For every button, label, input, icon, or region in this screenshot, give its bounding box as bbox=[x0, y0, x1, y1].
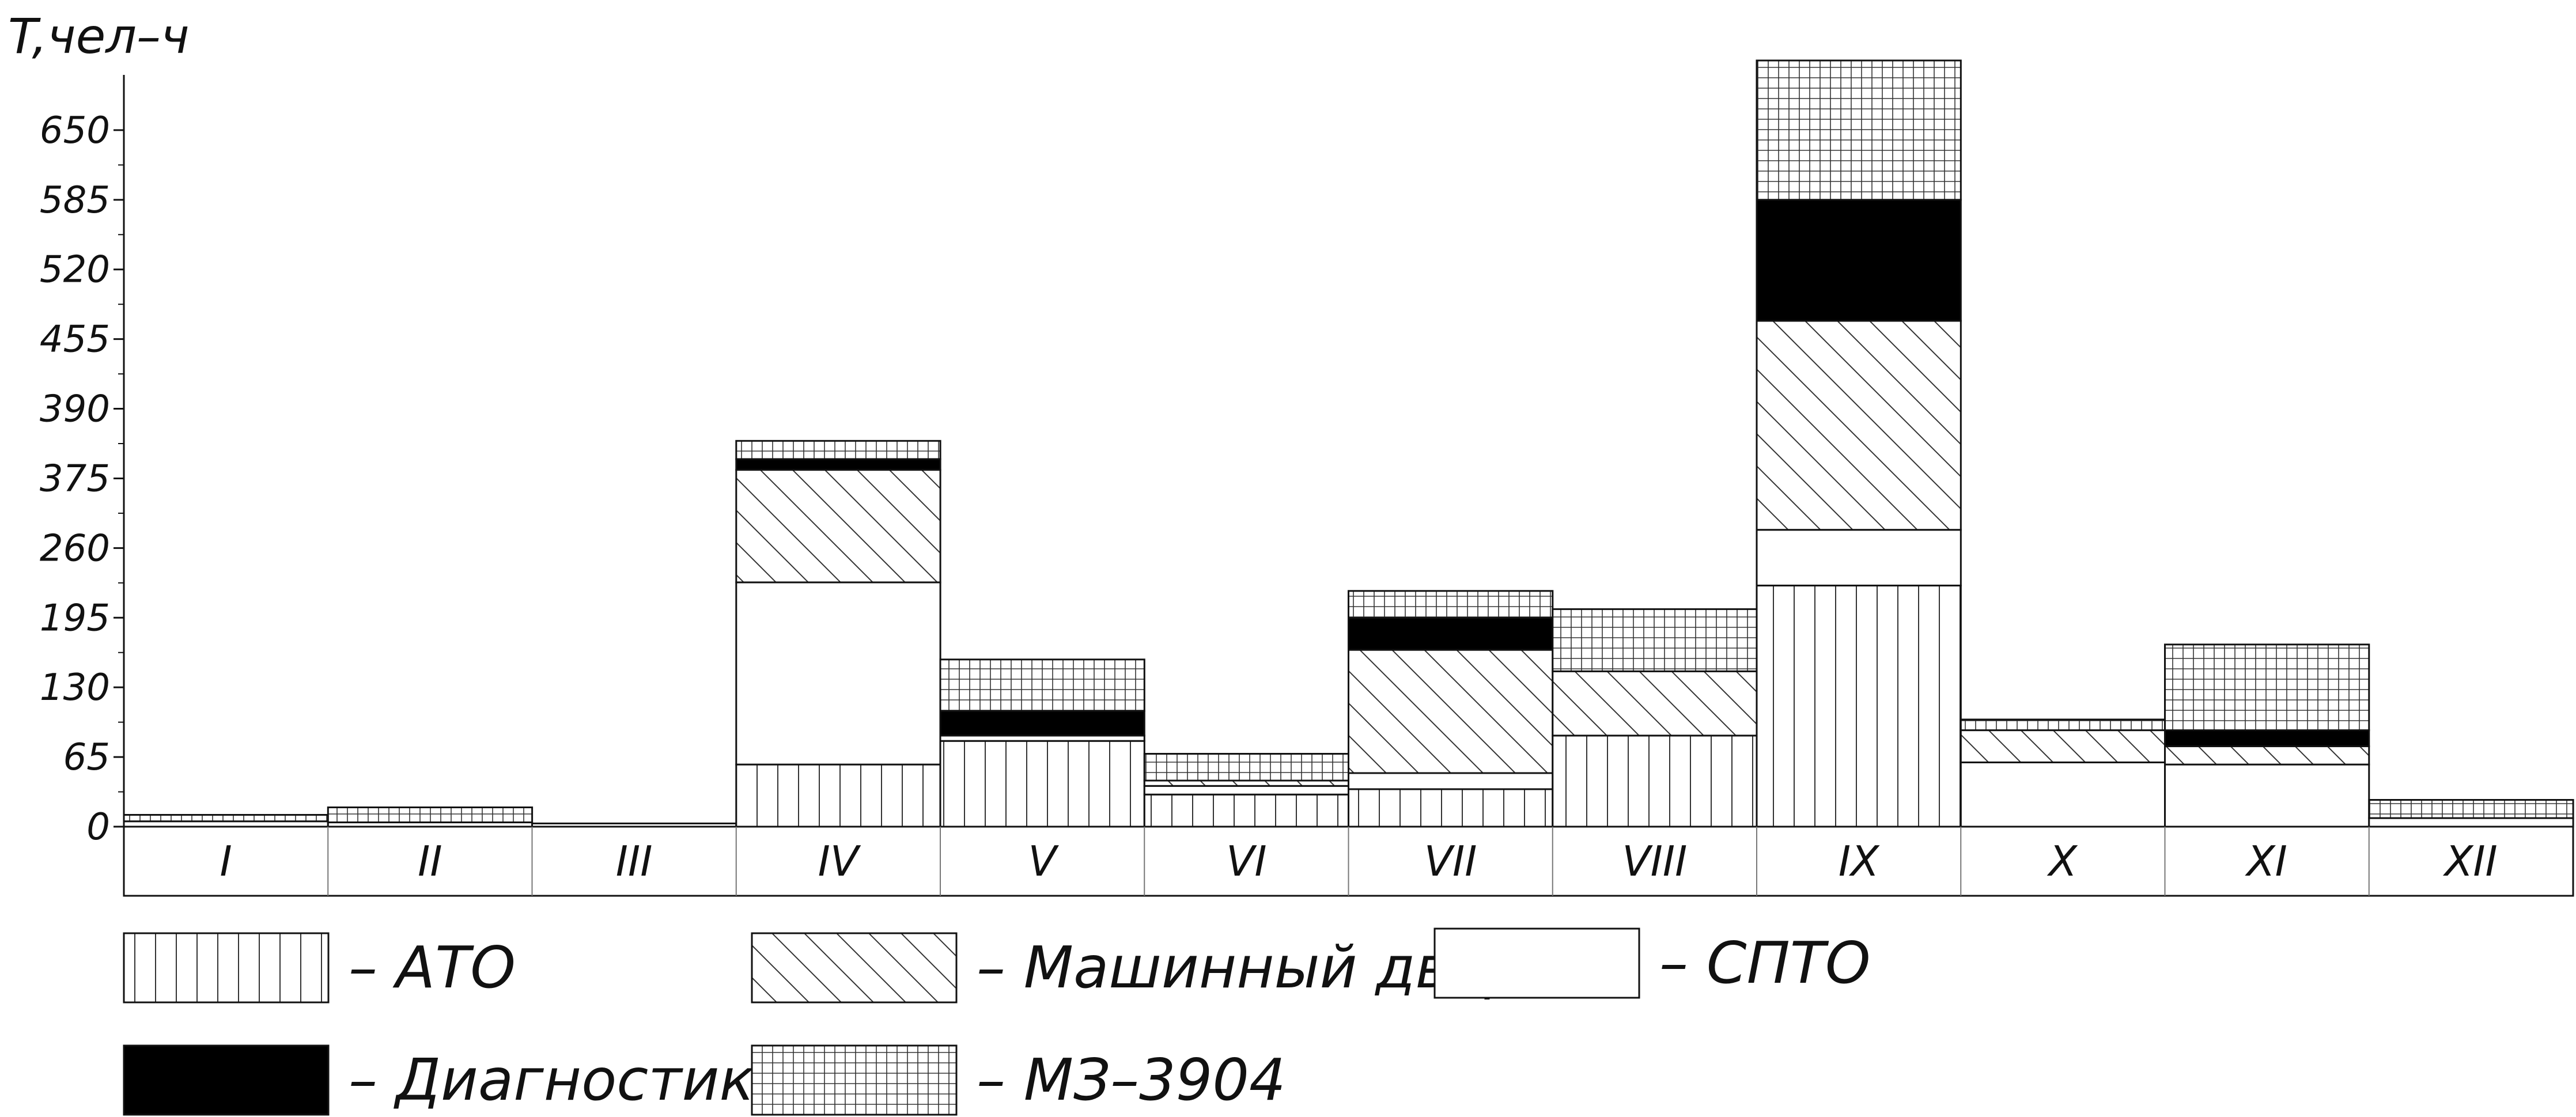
bar-segment-VII-series-2 bbox=[1348, 649, 1554, 774]
bar-segment-IX-series-2 bbox=[1756, 320, 1962, 531]
y-axis-title: T,чел–ч bbox=[8, 8, 190, 65]
y-tick-label: 455 bbox=[40, 319, 110, 361]
bar-segment-IV-series-1 bbox=[735, 581, 941, 766]
legend-label: – Машинный двор bbox=[977, 934, 1521, 1001]
x-tick-label: IX bbox=[1839, 837, 1880, 885]
y-tick-label: 585 bbox=[40, 179, 110, 222]
y-tick-label: 390 bbox=[40, 388, 110, 431]
x-tick-label: VI bbox=[1226, 837, 1267, 885]
x-tick-label: X bbox=[2047, 837, 2078, 885]
bar-segment-XII-series-4 bbox=[2368, 799, 2574, 819]
y-axis: 0 65 130 195 260 375 390 455 520 585 650 bbox=[40, 75, 125, 849]
y-tick-label: 65 bbox=[63, 736, 110, 779]
legend-item: – Машинный двор bbox=[751, 932, 1521, 1004]
bar-segment-X-series-4 bbox=[1960, 718, 2166, 732]
bar-segment-X-series-2 bbox=[1960, 729, 2166, 763]
legend-item: – АТО bbox=[123, 932, 516, 1004]
bar-segment-XI-series-3 bbox=[2164, 729, 2370, 747]
plot-area bbox=[123, 59, 2574, 828]
legend-label: – Диагностика bbox=[349, 1046, 789, 1114]
bar-segment-IX-series-3 bbox=[1756, 199, 1962, 322]
legend-label: – СПТО bbox=[1659, 929, 1871, 997]
bar-segment-IV-series-4 bbox=[735, 440, 941, 460]
bar-segment-IX-series-0 bbox=[1756, 585, 1962, 828]
legend-label: – АТО bbox=[349, 934, 516, 1001]
bar-segment-IV-series-2 bbox=[735, 469, 941, 584]
legend-swatch bbox=[751, 1044, 958, 1116]
x-tick-label: I bbox=[220, 837, 232, 885]
y-tick-label: 130 bbox=[40, 667, 110, 709]
bar-segment-XII-series-1 bbox=[2368, 817, 2574, 828]
bar-segment-V-series-4 bbox=[939, 658, 1145, 712]
bar-segment-IX-series-1 bbox=[1756, 529, 1962, 586]
legend-swatch bbox=[1433, 927, 1640, 999]
bar-segment-VI-series-1 bbox=[1143, 785, 1350, 796]
legend-swatch bbox=[123, 1044, 330, 1116]
bar-segment-II-series-4 bbox=[327, 806, 534, 823]
x-tick-label: IV bbox=[818, 837, 861, 885]
bar-segment-VI-series-0 bbox=[1143, 793, 1350, 828]
x-tick-label: XI bbox=[2244, 837, 2287, 885]
bar-segment-V-series-3 bbox=[939, 710, 1145, 737]
legend-item: – Диагностика bbox=[123, 1044, 789, 1116]
bar-segment-I-series-4 bbox=[123, 814, 329, 823]
bar-segment-XI-series-2 bbox=[2164, 745, 2370, 766]
bar-segment-XI-series-1 bbox=[2164, 763, 2370, 828]
x-tick-label: VII bbox=[1424, 837, 1477, 885]
bar-segment-V-series-0 bbox=[939, 740, 1145, 828]
y-tick-label: 260 bbox=[40, 527, 110, 570]
y-tick-label: 375 bbox=[40, 457, 110, 500]
x-tick-label: V bbox=[1028, 837, 1059, 885]
x-tick-label: III bbox=[616, 837, 653, 885]
bar-segment-VII-series-1 bbox=[1348, 772, 1554, 790]
bar-segment-IV-series-0 bbox=[735, 763, 941, 828]
bar-segment-VII-series-3 bbox=[1348, 616, 1554, 651]
bar-segment-VIII-series-4 bbox=[1552, 608, 1758, 672]
x-axis: I II III IV V VI VII VIII IX X XI XII bbox=[123, 826, 2574, 897]
bar-segment-VII-series-4 bbox=[1348, 590, 1554, 619]
x-tick-label: VIII bbox=[1622, 837, 1687, 885]
bar-segment-IX-series-4 bbox=[1756, 59, 1962, 201]
bar-segment-XI-series-4 bbox=[2164, 643, 2370, 732]
x-tick-label: II bbox=[418, 837, 442, 885]
legend-swatch bbox=[751, 932, 958, 1004]
bar-segment-IV-series-3 bbox=[735, 458, 941, 471]
y-tick-label: 0 bbox=[86, 806, 110, 849]
bar-segment-X-series-1 bbox=[1960, 761, 2166, 828]
bar-segment-VIII-series-0 bbox=[1552, 734, 1758, 828]
y-tick-label: 650 bbox=[40, 109, 110, 152]
legend-label: – МЗ–3904 bbox=[977, 1046, 1286, 1114]
y-tick-label: 520 bbox=[40, 249, 110, 291]
bar-segment-VII-series-0 bbox=[1348, 788, 1554, 828]
legend-item: – МЗ–3904 bbox=[751, 1044, 1286, 1116]
legend: – АТО – Машинный двор – СПТО – Диагностика –… bbox=[123, 927, 1871, 1116]
bar-segment-VIII-series-2 bbox=[1552, 670, 1758, 737]
bar-segment-VI-series-4 bbox=[1143, 753, 1350, 782]
y-tick-label: 195 bbox=[40, 597, 110, 639]
legend-item: – СПТО bbox=[1433, 927, 1871, 999]
x-tick-label: XII bbox=[2442, 837, 2498, 885]
legend-swatch bbox=[123, 932, 330, 1004]
